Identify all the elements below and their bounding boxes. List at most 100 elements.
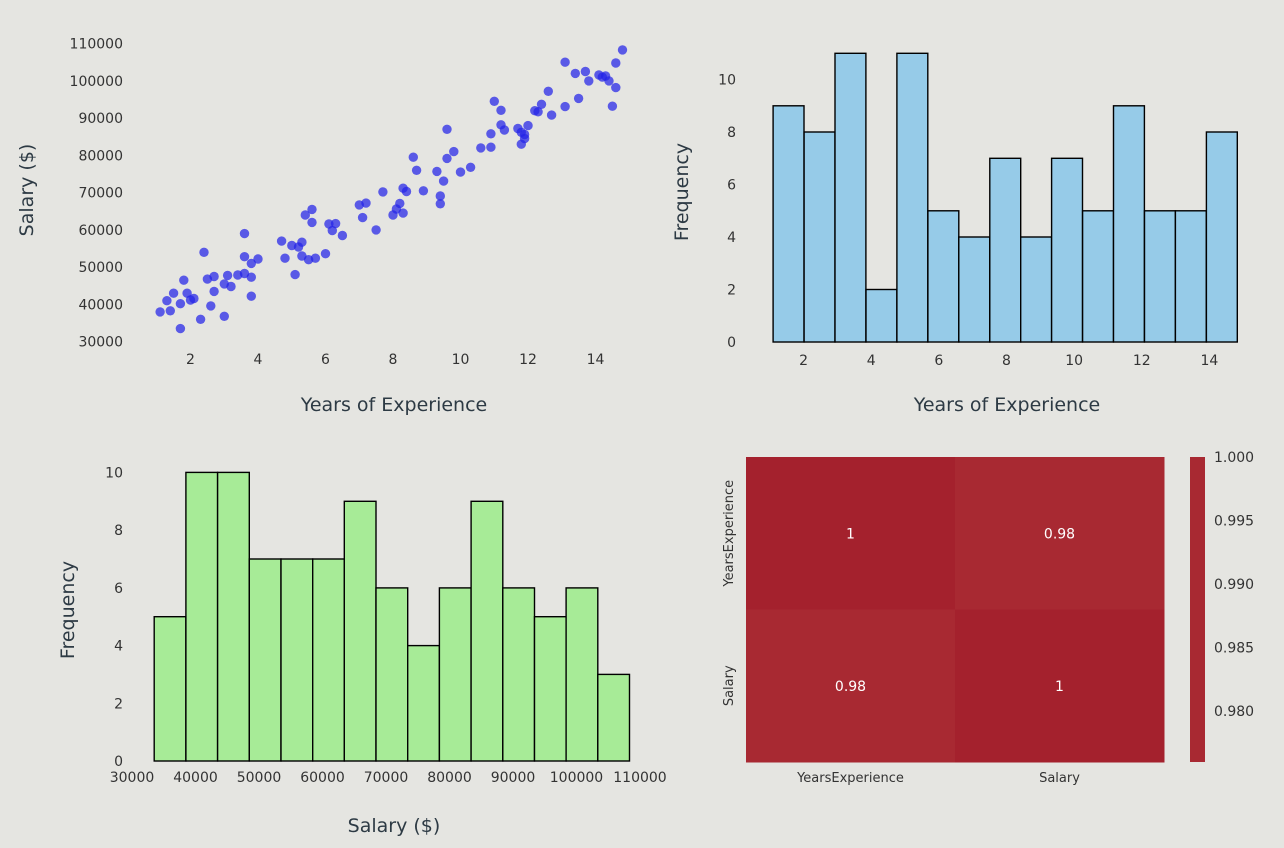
scatter-x-tick-8: 8	[389, 352, 398, 368]
experience-histogram-x-tick-4: 4	[867, 353, 876, 369]
salary-histogram-bar-3	[248, 558, 282, 762]
scatter-point-96	[607, 101, 618, 111]
scatter-point-0	[155, 307, 165, 317]
experience-histogram-x-tick-6: 6	[934, 353, 943, 369]
scatter-point-4	[175, 299, 186, 309]
scatter-point-10	[195, 314, 206, 324]
salary-histogram-bars	[153, 471, 631, 762]
correlation-heatmap: 1 0.980.98 1 YearsExperience SalaryYearsExp…	[722, 450, 1254, 786]
scatter-point-31	[290, 269, 300, 280]
heatmap-labels: YearsExperience Salary YearsExperience Sala…	[722, 480, 1080, 786]
scatter-point-9	[189, 293, 199, 304]
salary-histogram-bar-8	[407, 644, 441, 762]
scatter-y-tick-50000: 50000	[78, 260, 123, 276]
scatter-point-42	[327, 225, 337, 236]
scatter-point-2	[165, 306, 175, 316]
salary-histogram-x-tick-70000: 70000	[364, 770, 409, 786]
heatmap-x-label-0: YearsExperience	[796, 771, 904, 786]
scatter-point-35	[300, 210, 310, 220]
scatter-x-tick-6: 6	[321, 352, 330, 368]
scatter-point-17	[219, 311, 229, 321]
heatmap-annotation-0-1: 0.98	[1044, 526, 1075, 542]
scatter-point-23	[239, 252, 250, 262]
experience-histogram-x-tick-2: 2	[799, 353, 808, 369]
scatter-point-28	[276, 236, 287, 246]
scatter-point-79	[519, 133, 530, 144]
scatter-y-tick-100000: 100000	[70, 74, 123, 90]
heatmap-cell-1-0	[746, 609, 956, 763]
heatmap-colorbar: 0.980 0.985 0.990 0.995 1.000	[1190, 450, 1254, 762]
scatter-point-27	[253, 254, 263, 264]
salary-histogram-bar-10	[470, 500, 504, 762]
salary-histogram-x-tick-60000: 60000	[300, 770, 345, 786]
scatter-point-53	[398, 208, 408, 218]
scatter-point-99	[617, 45, 628, 55]
scatter-point-26	[246, 272, 256, 282]
scatter-point-80	[523, 120, 533, 131]
salary-histogram-bar-0	[153, 616, 187, 762]
scatter-point-19	[226, 281, 236, 292]
scatter-point-29	[280, 253, 290, 263]
scatter-y-tick-60000: 60000	[78, 223, 123, 239]
scatter-point-62	[438, 176, 449, 186]
scatter-point-14	[209, 271, 219, 282]
salary-histogram-bar-12	[533, 616, 567, 762]
scatter-y-tick-30000: 30000	[78, 335, 123, 351]
scatter-point-67	[465, 162, 476, 172]
salary-histogram-bar-2	[216, 471, 251, 762]
salary-histogram: 30000 40000 50000 60000 70000 80000 90000 10000…	[57, 465, 667, 837]
scatter-y-tick-90000: 90000	[78, 111, 123, 127]
experience-histogram-bar-1	[803, 131, 836, 343]
heatmap-annotation-0-0: 1	[846, 526, 855, 542]
experience-histogram-bar-10	[1081, 210, 1115, 343]
scatter-point-85	[546, 110, 557, 120]
colorbar-tick-4: 1.000	[1214, 450, 1254, 466]
experience-histogram-bar-3	[865, 288, 898, 343]
experience-histogram-y-tick-4: 4	[727, 230, 736, 246]
scatter-point-71	[489, 96, 499, 107]
colorbar-tick-2: 0.990	[1214, 577, 1254, 593]
experience-histogram: 2 4 6 8 10 12 14 0 2 4 6 8 10 Years of Experience Fr…	[671, 52, 1239, 416]
scatter-point-38	[307, 217, 317, 228]
salary-histogram-bar-9	[438, 587, 472, 762]
scatter-x-tick-14: 14	[587, 352, 605, 368]
scatter-point-89	[573, 93, 584, 104]
scatter-point-18	[222, 270, 233, 281]
experience-histogram-y-tick-10: 10	[718, 73, 736, 89]
salary-histogram-y-tick-10: 10	[105, 465, 123, 481]
salary-histogram-bar-1	[185, 471, 219, 762]
scatter-point-66	[455, 167, 466, 177]
scatter-point-69	[486, 129, 496, 139]
scatter-point-65	[449, 146, 459, 157]
colorbar-tick-1: 0.985	[1214, 641, 1254, 657]
experience-histogram-bar-0	[772, 105, 805, 343]
scatter-point-73	[496, 105, 506, 116]
scatter-y-tick-110000: 110000	[70, 37, 123, 53]
scatter-point-6	[179, 275, 189, 285]
experience-histogram-x-tick-8: 8	[1002, 353, 1011, 369]
salary-histogram-x-tick-80000: 80000	[427, 770, 472, 786]
scatter-points	[155, 45, 628, 334]
salary-histogram-x-axis-label: Salary ($)	[348, 815, 441, 837]
experience-histogram-bar-6	[958, 236, 991, 343]
scatter-point-22	[239, 228, 250, 239]
experience-histogram-bars	[772, 52, 1239, 343]
scatter-y-tick-70000: 70000	[78, 186, 123, 202]
salary-histogram-bar-6	[343, 500, 377, 762]
experience-histogram-bar-9	[1050, 157, 1084, 343]
scatter-point-33	[297, 237, 307, 247]
scatter-point-58	[418, 186, 429, 196]
experience-histogram-bar-2	[834, 52, 867, 343]
scatter-point-1	[162, 296, 172, 306]
scatter-point-61	[435, 199, 445, 209]
experience-histogram-bar-8	[1020, 236, 1053, 343]
scatter-x-tick-4: 4	[254, 352, 263, 368]
colorbar-bar	[1190, 457, 1205, 762]
scatter-point-56	[408, 152, 418, 162]
experience-histogram-x-tick-12: 12	[1133, 353, 1151, 369]
scatter-point-74	[499, 125, 510, 135]
experience-histogram-x-axis-label: Years of Experience	[913, 394, 1100, 416]
scatter-point-63	[442, 124, 452, 134]
heatmap-cell-0-0	[746, 457, 956, 610]
